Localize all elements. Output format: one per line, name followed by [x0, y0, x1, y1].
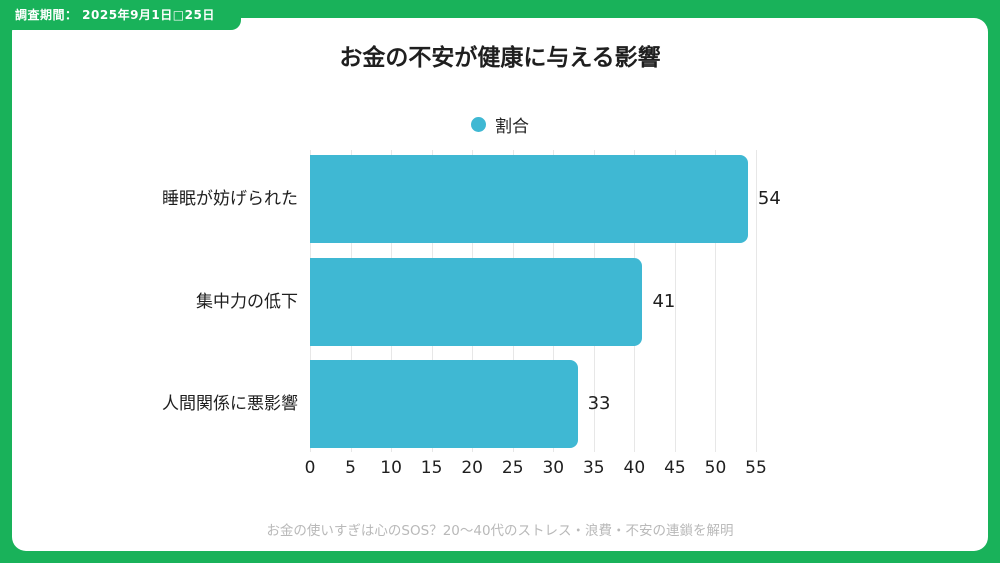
category-label: 人間関係に悪影響 [162, 394, 298, 414]
x-tick-label: 20 [461, 458, 483, 478]
x-tick-label: 25 [501, 458, 524, 478]
x-tick-label: 5 [345, 458, 356, 478]
bar-0 [310, 155, 748, 243]
bar-value-label: 54 [757, 188, 781, 209]
bar-value-label: 33 [587, 393, 611, 414]
gridline [715, 150, 717, 452]
chart-card: お金の不安が健康に与える影響 割合 54 41 33 睡眠が妨げられた集中力の低下人… [12, 18, 988, 551]
x-tick-label: 45 [664, 458, 686, 478]
plot-area: 54 41 33 [310, 150, 781, 452]
x-tick-label: 10 [380, 458, 402, 478]
survey-period-label: 調査期間： 2025年9月1日□25日 [15, 7, 215, 22]
gridline [756, 150, 757, 452]
footer-caption: お金の使いすぎは心のSOS？20〜40代のストレス・浪費・不安の連鎖を解明 [266, 523, 734, 539]
x-tick-label: 15 [420, 458, 443, 478]
x-tick-label: 30 [542, 458, 565, 478]
bar-value-label: 41 [652, 291, 676, 312]
x-tick-label: 40 [623, 458, 646, 478]
legend-label: 割合 [495, 117, 529, 137]
chart-title: お金の不安が健康に与える影響 [339, 45, 661, 71]
x-tick-label: 35 [582, 458, 605, 478]
legend: 割合 [12, 112, 988, 137]
x-tick-label: 0 [304, 458, 316, 478]
legend-dot-icon [471, 117, 486, 132]
survey-period-badge: 調査期間： 2025年9月1日□25日 [0, 0, 241, 30]
x-tick-label: 50 [704, 458, 727, 478]
category-label: 睡眠が妨げられた [162, 189, 298, 209]
gridline [674, 150, 676, 452]
x-tick-label: 55 [745, 458, 767, 478]
bar-2 [310, 360, 578, 448]
category-label: 集中力の低下 [196, 292, 298, 312]
bar-1 [310, 258, 643, 346]
